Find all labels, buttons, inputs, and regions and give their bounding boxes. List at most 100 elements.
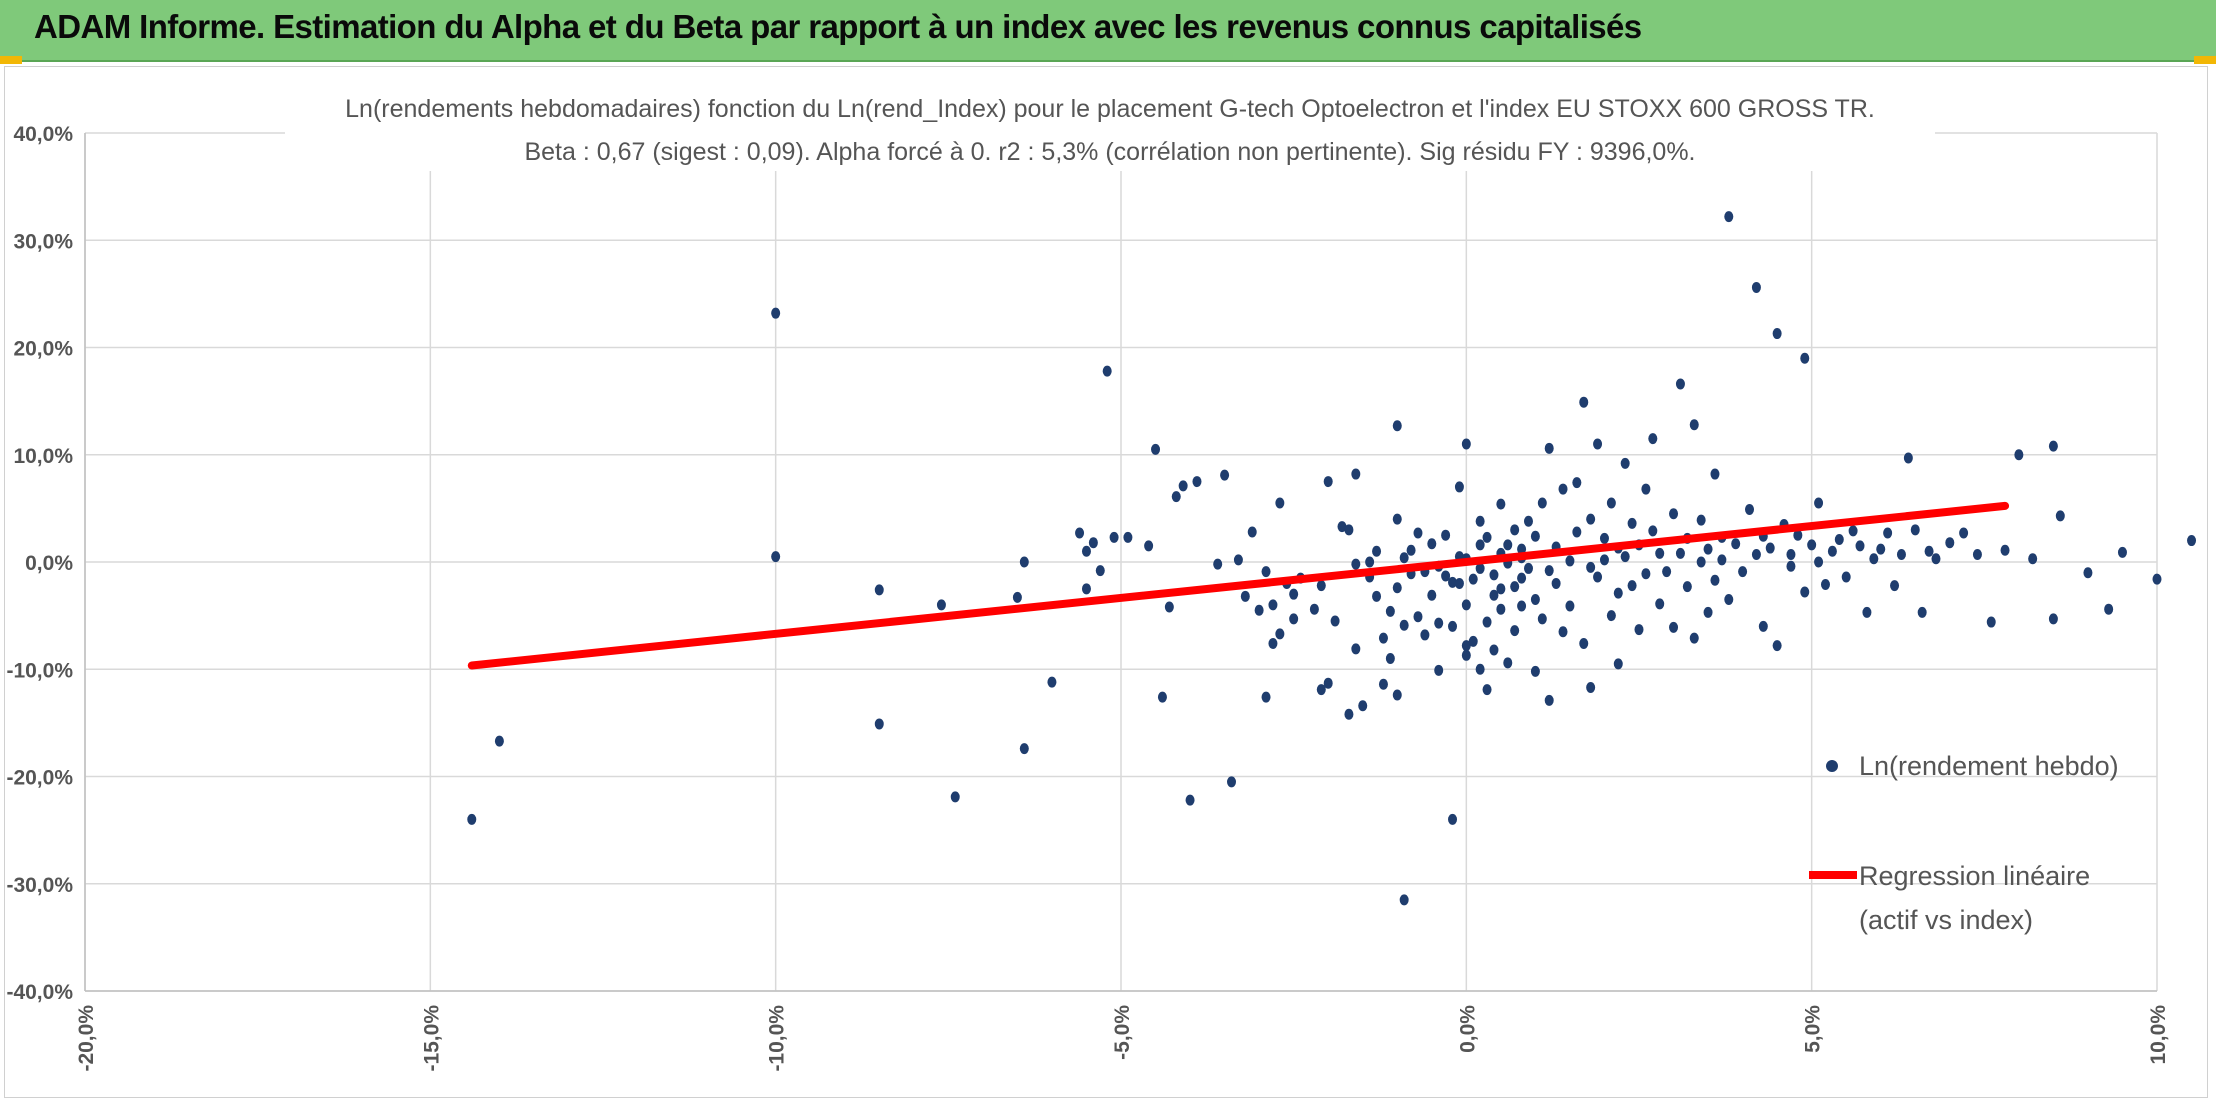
scatter-point	[1392, 582, 1402, 594]
scatter-point	[1641, 483, 1651, 495]
scatter-point	[1758, 620, 1768, 632]
scatter-point	[1765, 542, 1775, 554]
scatter-point	[2055, 510, 2065, 522]
scatter-point	[1986, 616, 1996, 628]
scatter-point	[1427, 538, 1437, 550]
scatter-point	[1330, 615, 1340, 627]
scatter-points	[467, 211, 2216, 906]
scatter-point	[1344, 524, 1354, 536]
scatter-point	[1344, 708, 1354, 720]
scatter-point	[1392, 513, 1402, 525]
scatter-point	[1627, 580, 1637, 592]
scatter-point	[1917, 606, 1927, 618]
scatter-point	[1406, 544, 1416, 556]
scatter-point	[1261, 566, 1271, 578]
scatter-point	[1724, 594, 1734, 606]
axes: 40,0% 30,0% 20,0% 10,0% 0,0% -10,0% -20,0% -30,…	[6, 123, 2170, 1072]
scatter-point	[1358, 700, 1368, 712]
scatter-point	[1800, 352, 1810, 364]
scatter-point	[1496, 498, 1506, 510]
scatter-point	[1275, 628, 1285, 640]
scatter-point	[1745, 503, 1755, 515]
x-tick-label: -5,0%	[1111, 1005, 1134, 1060]
scatter-point	[1468, 635, 1478, 647]
scatter-point	[1489, 589, 1499, 601]
scatter-point	[1669, 508, 1679, 520]
scatter-point	[936, 599, 946, 611]
scatter-point	[1164, 601, 1174, 613]
scatter-point	[1675, 378, 1685, 390]
scatter-point	[1468, 573, 1478, 585]
y-tick-label: -10,0%	[6, 659, 73, 682]
scatter-point	[1503, 657, 1513, 669]
scatter-point	[1261, 691, 1271, 703]
scatter-point	[1593, 438, 1603, 450]
corner-marker-left	[0, 56, 22, 64]
scatter-point	[1883, 527, 1893, 539]
scatter-point	[1019, 556, 1029, 568]
scatter-point	[1047, 676, 1057, 688]
scatter-point	[2000, 544, 2010, 556]
scatter-point	[1537, 613, 1547, 625]
scatter-point	[1454, 481, 1464, 493]
scatter-point	[1378, 632, 1388, 644]
scatter-point	[1461, 438, 1471, 450]
y-tick-label: 40,0%	[13, 123, 73, 146]
scatter-point	[1572, 477, 1582, 489]
scatter-chart: 40,0% 30,0% 20,0% 10,0% 0,0% -10,0% -20,0% -30,…	[6, 89, 2216, 1072]
scatter-point	[1738, 566, 1748, 578]
scatter-point	[1551, 577, 1561, 589]
scatter-point	[2187, 535, 2197, 547]
scatter-point	[1399, 552, 1409, 564]
scatter-point	[1903, 452, 1913, 464]
scatter-point	[1959, 527, 1969, 539]
scatter-point	[1254, 604, 1264, 616]
scatter-point	[1240, 590, 1250, 602]
scatter-point	[1841, 571, 1851, 583]
scatter-point	[1558, 626, 1568, 638]
scatter-point	[1461, 640, 1471, 652]
scatter-point	[1489, 644, 1499, 656]
scatter-point	[1461, 599, 1471, 611]
scatter-point	[1268, 638, 1278, 650]
scatter-point	[1475, 539, 1485, 551]
scatter-point	[1517, 572, 1527, 584]
scatter-point	[1088, 537, 1098, 549]
scatter-point	[1613, 658, 1623, 670]
scatter-point	[771, 551, 781, 563]
scatter-point	[1800, 586, 1810, 598]
scatter-point	[1648, 525, 1658, 537]
scatter-point	[1178, 480, 1188, 492]
scatter-point	[1648, 433, 1658, 445]
scatter-point	[1834, 533, 1844, 545]
legend-scatter-marker	[1826, 760, 1838, 772]
scatter-point	[1579, 638, 1589, 650]
scatter-point	[1510, 625, 1520, 637]
scatter-point	[1019, 743, 1029, 755]
scatter-point	[1662, 566, 1672, 578]
x-tick-label: -20,0%	[75, 1005, 98, 1072]
scatter-point	[1427, 589, 1437, 601]
scatter-point	[2014, 449, 2024, 461]
y-tick-label: 0,0%	[25, 552, 73, 575]
scatter-point	[1123, 531, 1133, 543]
scatter-point	[1316, 684, 1326, 696]
scatter-point	[1171, 491, 1181, 503]
scatter-point	[1372, 590, 1382, 602]
scatter-point	[1724, 211, 1734, 223]
scatter-point	[1599, 532, 1609, 544]
scatter-point	[1482, 616, 1492, 628]
scatter-point	[771, 307, 781, 319]
scatter-point	[1268, 599, 1278, 611]
corner-marker-right	[2194, 56, 2216, 64]
scatter-point	[1910, 524, 1920, 536]
scatter-point	[1289, 588, 1299, 600]
scatter-point	[1275, 497, 1285, 509]
scatter-point	[2117, 546, 2127, 558]
scatter-point	[1793, 529, 1803, 541]
scatter-point	[1751, 281, 1761, 293]
grid-lines	[84, 132, 2158, 992]
scatter-point	[1731, 538, 1741, 550]
scatter-point	[1372, 545, 1382, 557]
scatter-point	[1413, 611, 1423, 623]
